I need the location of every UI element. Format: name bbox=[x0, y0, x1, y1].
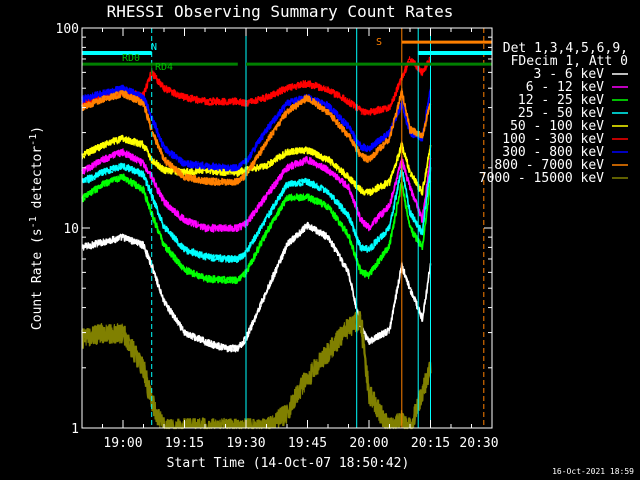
y-tick-label-100: 100 bbox=[56, 22, 79, 37]
x-tick-label-1915: 19:15 bbox=[165, 436, 204, 451]
series-noise-6-12-kev bbox=[81, 148, 431, 233]
series-noise-7000-15000-kev bbox=[81, 311, 431, 429]
legend-label-3-6-kev: 3 - 6 keV bbox=[534, 67, 605, 82]
x-tick-label-1930: 19:30 bbox=[226, 436, 265, 451]
series-noise-12-25-kev bbox=[81, 174, 431, 285]
n-marker-label: N bbox=[151, 42, 157, 53]
y-tick-labels: 100 10 1 bbox=[56, 22, 79, 437]
y-axis-title: Count Rate (s-1 detector-1) bbox=[28, 126, 45, 330]
series-noise-800-7000-kev bbox=[81, 88, 431, 186]
legend-label-800-7000-kev: 800 - 7000 keV bbox=[494, 158, 604, 173]
legend-label-300-800-kev: 300 - 800 keV bbox=[502, 145, 604, 160]
series-layer bbox=[80, 56, 432, 430]
legend-header-line-1: Det 1,3,4,5,6,9, bbox=[503, 41, 628, 56]
legend-label-12-25-kev: 12 - 25 keV bbox=[518, 93, 604, 108]
legend-label-25-50-kev: 25 - 50 keV bbox=[518, 106, 604, 121]
x-tick-label-2000: 20:00 bbox=[349, 436, 388, 451]
y-axis-title-sup2: -1 bbox=[28, 134, 39, 146]
series-noise-3-6-kev bbox=[81, 223, 431, 353]
x-tick-label-2030: 20:30 bbox=[459, 436, 498, 451]
y-axis-title-part2: detector bbox=[30, 146, 45, 217]
legend-label-6-12-kev: 6 - 12 keV bbox=[526, 80, 604, 95]
series-noise-25-50-kev bbox=[81, 162, 431, 264]
y-axis-title-part1: Count Rate (s bbox=[30, 228, 45, 330]
x-axis-title: Start Time (14-Oct-07 18:50:42) bbox=[167, 456, 410, 471]
legend-label-100-300-kev: 100 - 300 keV bbox=[502, 132, 604, 147]
rd0-label: RD0 bbox=[122, 53, 140, 64]
series-noise-100-300-kev bbox=[81, 56, 431, 116]
rd4-label: RD4 bbox=[155, 62, 173, 73]
legend-label-7000-15000-kev: 7000 - 15000 keV bbox=[479, 171, 604, 186]
s-marker-label: S bbox=[376, 37, 382, 48]
legend: Det 1,3,4,5,6,9, FDecim 1, Att 0 3 - 6 k… bbox=[479, 41, 628, 186]
y-tick-label-10: 10 bbox=[63, 222, 79, 237]
chart-title: RHESSI Observing Summary Count Rates bbox=[107, 2, 454, 21]
y-tick-label-1: 1 bbox=[71, 422, 79, 437]
x-tick-label-1945: 19:45 bbox=[288, 436, 327, 451]
y-axis-title-part3: ) bbox=[30, 126, 45, 134]
footer-date: 16-Oct-2021 18:59 bbox=[552, 467, 634, 476]
tick-layer bbox=[81, 27, 493, 429]
x-tick-label-2015: 20:15 bbox=[411, 436, 450, 451]
legend-label-50-100-kev: 50 - 100 keV bbox=[510, 119, 604, 134]
x-tick-labels: 19:00 19:15 19:30 19:45 20:00 20:15 20:3… bbox=[103, 436, 498, 451]
legend-header-line-2: FDecim 1, Att 0 bbox=[511, 54, 628, 69]
y-axis-title-sup1: -1 bbox=[28, 216, 39, 228]
series-noise-50-100-kev bbox=[81, 135, 431, 196]
x-tick-label-1900: 19:00 bbox=[103, 436, 142, 451]
